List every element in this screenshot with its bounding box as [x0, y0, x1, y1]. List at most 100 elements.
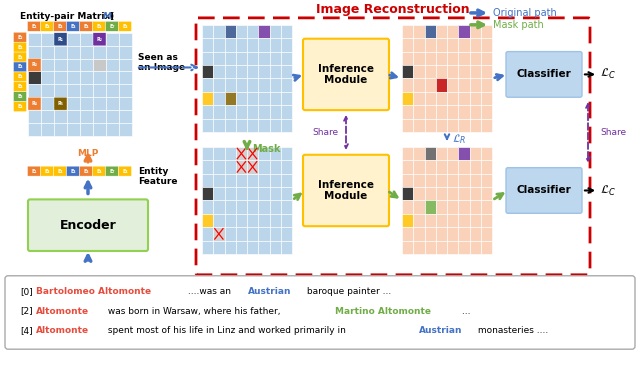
Bar — [28, 46, 41, 59]
Bar — [413, 160, 424, 173]
Bar — [236, 241, 247, 254]
Bar — [54, 123, 67, 136]
Text: $\mathcal{L}_C$: $\mathcal{L}_C$ — [600, 184, 616, 198]
Text: monasteries ....: monasteries .... — [475, 326, 548, 335]
Text: E₄: E₄ — [44, 24, 50, 29]
Text: E₈: E₈ — [17, 94, 23, 99]
Bar — [28, 123, 41, 136]
Bar — [269, 105, 281, 119]
Bar — [225, 241, 236, 254]
Bar — [259, 105, 269, 119]
Bar — [458, 187, 470, 200]
FancyBboxPatch shape — [5, 276, 635, 349]
Bar — [225, 214, 236, 227]
Bar — [93, 46, 106, 59]
Bar — [481, 105, 492, 119]
Text: E₄: E₄ — [17, 54, 23, 60]
Bar — [424, 51, 436, 65]
Bar — [424, 78, 436, 92]
Bar — [436, 227, 447, 241]
Bar — [41, 46, 54, 59]
Bar — [41, 97, 54, 110]
Bar — [424, 65, 436, 78]
Bar — [225, 227, 236, 241]
FancyBboxPatch shape — [13, 72, 26, 82]
Bar — [447, 187, 458, 200]
Bar — [93, 72, 106, 84]
Bar — [447, 227, 458, 241]
Text: ): ) — [109, 12, 113, 21]
Bar — [281, 65, 292, 78]
Bar — [402, 227, 413, 241]
Text: E₄: E₄ — [17, 45, 23, 50]
Bar — [93, 123, 106, 136]
Text: spent most of his life in Linz and worked primarily in: spent most of his life in Linz and worke… — [104, 326, 348, 335]
Bar — [41, 110, 54, 123]
Bar — [269, 187, 281, 200]
Bar — [269, 214, 281, 227]
FancyBboxPatch shape — [67, 166, 79, 176]
Bar — [202, 173, 213, 187]
Bar — [236, 65, 247, 78]
Bar — [424, 227, 436, 241]
FancyBboxPatch shape — [54, 33, 67, 46]
Bar — [458, 147, 470, 160]
Bar — [269, 200, 281, 214]
Bar — [470, 173, 481, 187]
Text: Original path: Original path — [493, 8, 557, 18]
Text: Mask path: Mask path — [493, 20, 544, 30]
Bar — [447, 51, 458, 65]
Text: R₃: R₃ — [31, 63, 37, 68]
Bar — [213, 25, 225, 38]
Bar — [413, 214, 424, 227]
Bar — [202, 200, 213, 214]
Text: E₄: E₄ — [57, 24, 63, 29]
Bar — [213, 214, 225, 227]
Text: $\mathcal{L}_C$: $\mathcal{L}_C$ — [600, 68, 616, 81]
Bar — [202, 160, 213, 173]
Bar — [447, 92, 458, 105]
FancyBboxPatch shape — [303, 39, 389, 110]
Bar — [54, 59, 67, 72]
Bar — [67, 46, 80, 59]
FancyBboxPatch shape — [118, 21, 131, 31]
Text: R₄: R₄ — [31, 101, 38, 106]
Bar — [470, 241, 481, 254]
Bar — [470, 92, 481, 105]
Text: E₄: E₄ — [96, 169, 102, 173]
Bar — [281, 173, 292, 187]
Bar — [41, 84, 54, 97]
Bar — [28, 59, 41, 72]
Bar — [424, 92, 436, 105]
Bar — [28, 84, 41, 97]
FancyBboxPatch shape — [93, 21, 106, 31]
Bar — [413, 65, 424, 78]
Bar — [424, 187, 436, 200]
Bar — [413, 78, 424, 92]
Bar — [481, 160, 492, 173]
Bar — [281, 38, 292, 51]
Bar — [413, 119, 424, 132]
Bar — [281, 241, 292, 254]
Bar — [236, 173, 247, 187]
Bar — [281, 227, 292, 241]
Bar — [80, 84, 93, 97]
FancyBboxPatch shape — [106, 166, 118, 176]
Bar — [470, 105, 481, 119]
Text: Austrian: Austrian — [248, 287, 291, 296]
FancyBboxPatch shape — [13, 42, 26, 52]
Bar — [213, 38, 225, 51]
Bar — [54, 72, 67, 84]
Bar — [106, 123, 119, 136]
Bar — [424, 38, 436, 51]
FancyBboxPatch shape — [13, 92, 26, 102]
Bar — [436, 173, 447, 187]
Bar — [481, 173, 492, 187]
Bar — [247, 173, 259, 187]
Bar — [402, 173, 413, 187]
Bar — [80, 123, 93, 136]
Bar — [202, 119, 213, 132]
Bar — [28, 97, 41, 110]
Bar — [281, 214, 292, 227]
Bar — [481, 214, 492, 227]
